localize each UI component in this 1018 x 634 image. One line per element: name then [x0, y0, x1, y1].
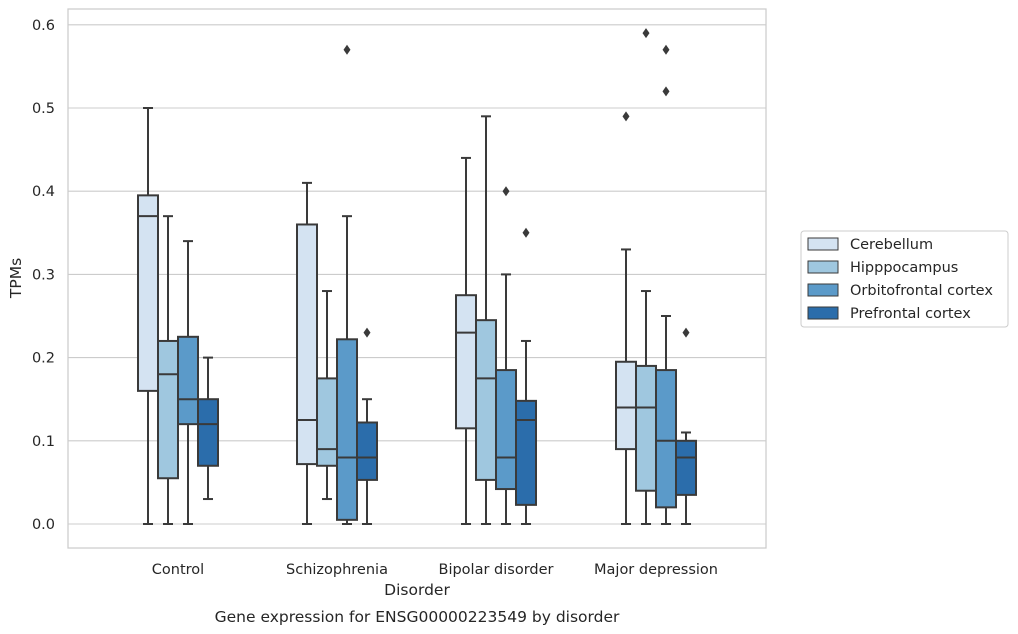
box-group: [515, 227, 537, 525]
box: [635, 364, 657, 492]
outlier-point: [363, 327, 371, 338]
box: [675, 439, 697, 496]
box-group: [296, 181, 318, 525]
legend-label: Cerebellum: [850, 237, 933, 253]
y-tick-label: 0.2: [32, 351, 55, 367]
box-group: [655, 44, 677, 525]
x-tick-label: Schizophrenia: [286, 562, 388, 578]
y-tick-label: 0.1: [32, 434, 55, 450]
box-group: [177, 240, 199, 525]
box-group: [356, 327, 378, 525]
box: [296, 223, 318, 466]
outlier-point: [502, 186, 510, 197]
outlier-point: [622, 111, 630, 122]
box: [356, 421, 378, 481]
box-group: [475, 115, 497, 525]
x-tick-label: Bipolar disorder: [439, 562, 554, 578]
box: [655, 369, 677, 509]
y-tick-label: 0.0: [32, 517, 55, 533]
y-tick-label: 0.6: [32, 18, 55, 34]
outlier-point: [642, 28, 650, 39]
box-group: [137, 107, 159, 525]
x-tick-labels: Control Schizophrenia Bipolar disorder Majo…: [152, 562, 718, 578]
legend-swatch: [807, 260, 839, 274]
box-group: [675, 327, 697, 525]
x-tick-label: Major depression: [594, 562, 718, 578]
legend-label: Prefrontal cortex: [850, 306, 971, 322]
outlier-point: [662, 86, 670, 97]
box: [455, 294, 477, 430]
legend-label: Orbitofrontal cortex: [850, 283, 993, 299]
box: [177, 335, 199, 426]
y-tick-label: 0.4: [32, 184, 55, 200]
x-axis-title: Disorder: [384, 581, 450, 599]
plot-frame: [67, 8, 767, 549]
y-axis-title: TPMs: [7, 258, 25, 299]
legend: Cerebellum Hipppocampus Orbitofrontal cort…: [800, 230, 1009, 328]
box-group: [615, 111, 637, 525]
y-tick-label: 0.5: [32, 101, 55, 117]
box-group: [197, 356, 219, 501]
box: [495, 369, 517, 491]
box-group: [316, 290, 338, 501]
box-group: [157, 215, 179, 525]
box: [316, 377, 338, 467]
box: [336, 338, 358, 521]
box: [515, 399, 537, 506]
box-group: [635, 28, 657, 525]
y-tick-labels: 0.0 0.1 0.2 0.3 0.4 0.5 0.6: [32, 18, 55, 533]
legend-swatch: [807, 237, 839, 251]
chart-caption: Gene expression for ENSG00000223549 by d…: [215, 608, 620, 626]
box: [475, 319, 497, 481]
box: [615, 360, 637, 451]
legend-swatch: [807, 306, 839, 320]
box: [197, 398, 219, 467]
outlier-point: [522, 227, 530, 238]
y-tick-label: 0.3: [32, 267, 55, 283]
outlier-point: [662, 44, 670, 55]
legend-frame: [800, 230, 1009, 328]
boxes: [137, 28, 697, 525]
legend-swatch: [807, 283, 839, 297]
legend-label: Hipppocampus: [850, 260, 958, 276]
outlier-point: [682, 327, 690, 338]
box: [137, 194, 159, 392]
box-group: [495, 186, 517, 525]
outlier-point: [343, 44, 351, 55]
x-tick-label: Control: [152, 562, 204, 578]
box: [157, 339, 179, 480]
